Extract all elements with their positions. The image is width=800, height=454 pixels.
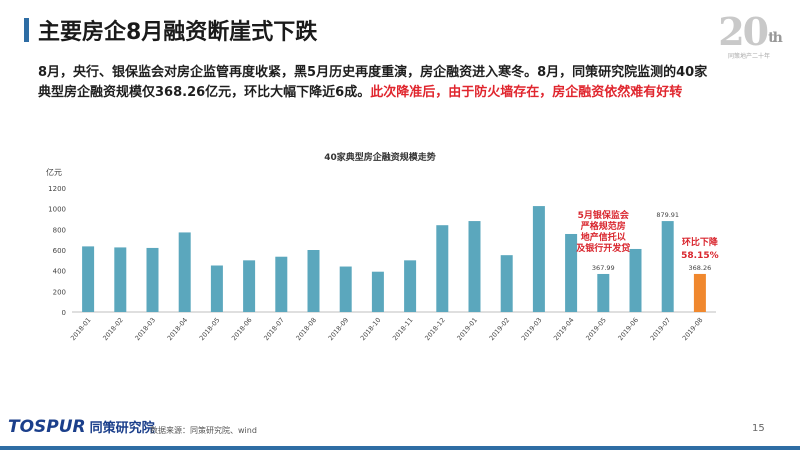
logo-number: 20 [718,9,769,54]
bar [114,247,127,312]
x-tick-label: 2019-01 [455,316,479,342]
intro-text: 8月，央行、银保监会对房企监管再度收紧，黑5月历史再度重演，房企融资进入寒冬。8… [38,65,708,100]
bar [500,255,513,312]
bar [468,221,481,312]
bar [597,273,610,312]
bar [693,273,706,312]
title-bar: 主要房企8月融资断崖式下跌 [0,0,690,50]
x-tick-label: 2018-08 [294,316,318,342]
annotation-decline-value: 58.15% [681,251,719,261]
bar [178,232,191,312]
bar [629,248,642,312]
intro-paragraph: 8月，央行、银保监会对房企监管再度收紧，黑5月历史再度重演，房企融资进入寒冬。8… [38,63,718,103]
x-tick-label: 2018-06 [230,316,254,342]
x-tick-label: 2018-10 [359,316,383,342]
logo-sup: th [768,30,783,46]
bar [243,260,256,312]
brand-logo: TOSPUR 同策研究院 [8,417,155,437]
bar [307,250,320,312]
annotation-may-regulation: 及银行开发贷 [576,242,630,254]
brand-name: TOSPUR [8,417,86,437]
x-tick-label: 2018-01 [69,316,93,342]
y-tick-label: 1000 [48,206,66,214]
bar [404,260,417,312]
brand-cn: 同策研究院 [89,421,155,436]
y-tick-label: 0 [62,309,66,317]
bar [371,271,384,312]
annotation-may-regulation: 5月银保监会 [578,209,630,221]
x-tick-label: 2019-08 [681,316,705,342]
intro-highlight: 此次降准后，由于防火墙存在，房企融资依然难有好转 [370,85,683,100]
bar [146,247,159,312]
x-tick-label: 2019-05 [584,316,608,342]
annotation-decline-label: 环比下降 [682,236,719,248]
y-tick-label: 600 [53,247,66,255]
bar [275,256,288,312]
bar [532,206,545,312]
bar [210,265,223,312]
x-tick-label: 2019-03 [520,316,544,342]
data-label: 879.91 [656,211,679,219]
title-accent [24,18,29,42]
x-tick-label: 2018-03 [133,316,157,342]
page-title: 主要房企8月融资断崖式下跌 [38,20,318,45]
x-tick-label: 2019-04 [552,316,576,342]
annotation-may-regulation: 严格规范房 [580,220,626,232]
x-tick-label: 2018-04 [166,316,190,342]
bar [82,246,95,312]
x-tick-label: 2018-02 [101,316,125,342]
x-tick-label: 2018-12 [423,316,447,342]
data-label: 367.99 [592,264,615,272]
x-tick-label: 2018-07 [262,316,286,342]
bar [565,233,578,312]
x-tick-label: 2018-11 [391,316,415,342]
footer-line [0,446,800,450]
x-tick-label: 2019-07 [649,316,673,342]
y-tick-label: 200 [53,288,66,296]
anniversary-logo: 20th 同策地产二十年 [714,12,784,70]
x-tick-label: 2018-05 [198,316,222,342]
y-tick-label: 800 [53,226,66,234]
bar [661,221,674,312]
chart-title: 40家典型房企融资规模走势 [324,151,436,163]
x-tick-label: 2019-02 [488,316,512,342]
bar [436,225,449,312]
annotation-may-regulation: 地产信托以 [581,231,626,243]
y-tick-label: 400 [53,268,66,276]
data-source: 数据来源：同策研究院、wind [150,426,257,435]
logo-subtitle: 同策地产二十年 [727,53,770,60]
x-tick-label: 2019-06 [616,316,640,342]
x-tick-label: 2018-09 [327,316,351,342]
y-tick-label: 1200 [48,185,66,193]
bar [339,266,352,312]
data-label: 368.26 [689,264,712,272]
page-number: 15 [752,423,765,434]
y-axis-label: 亿元 [46,167,62,177]
